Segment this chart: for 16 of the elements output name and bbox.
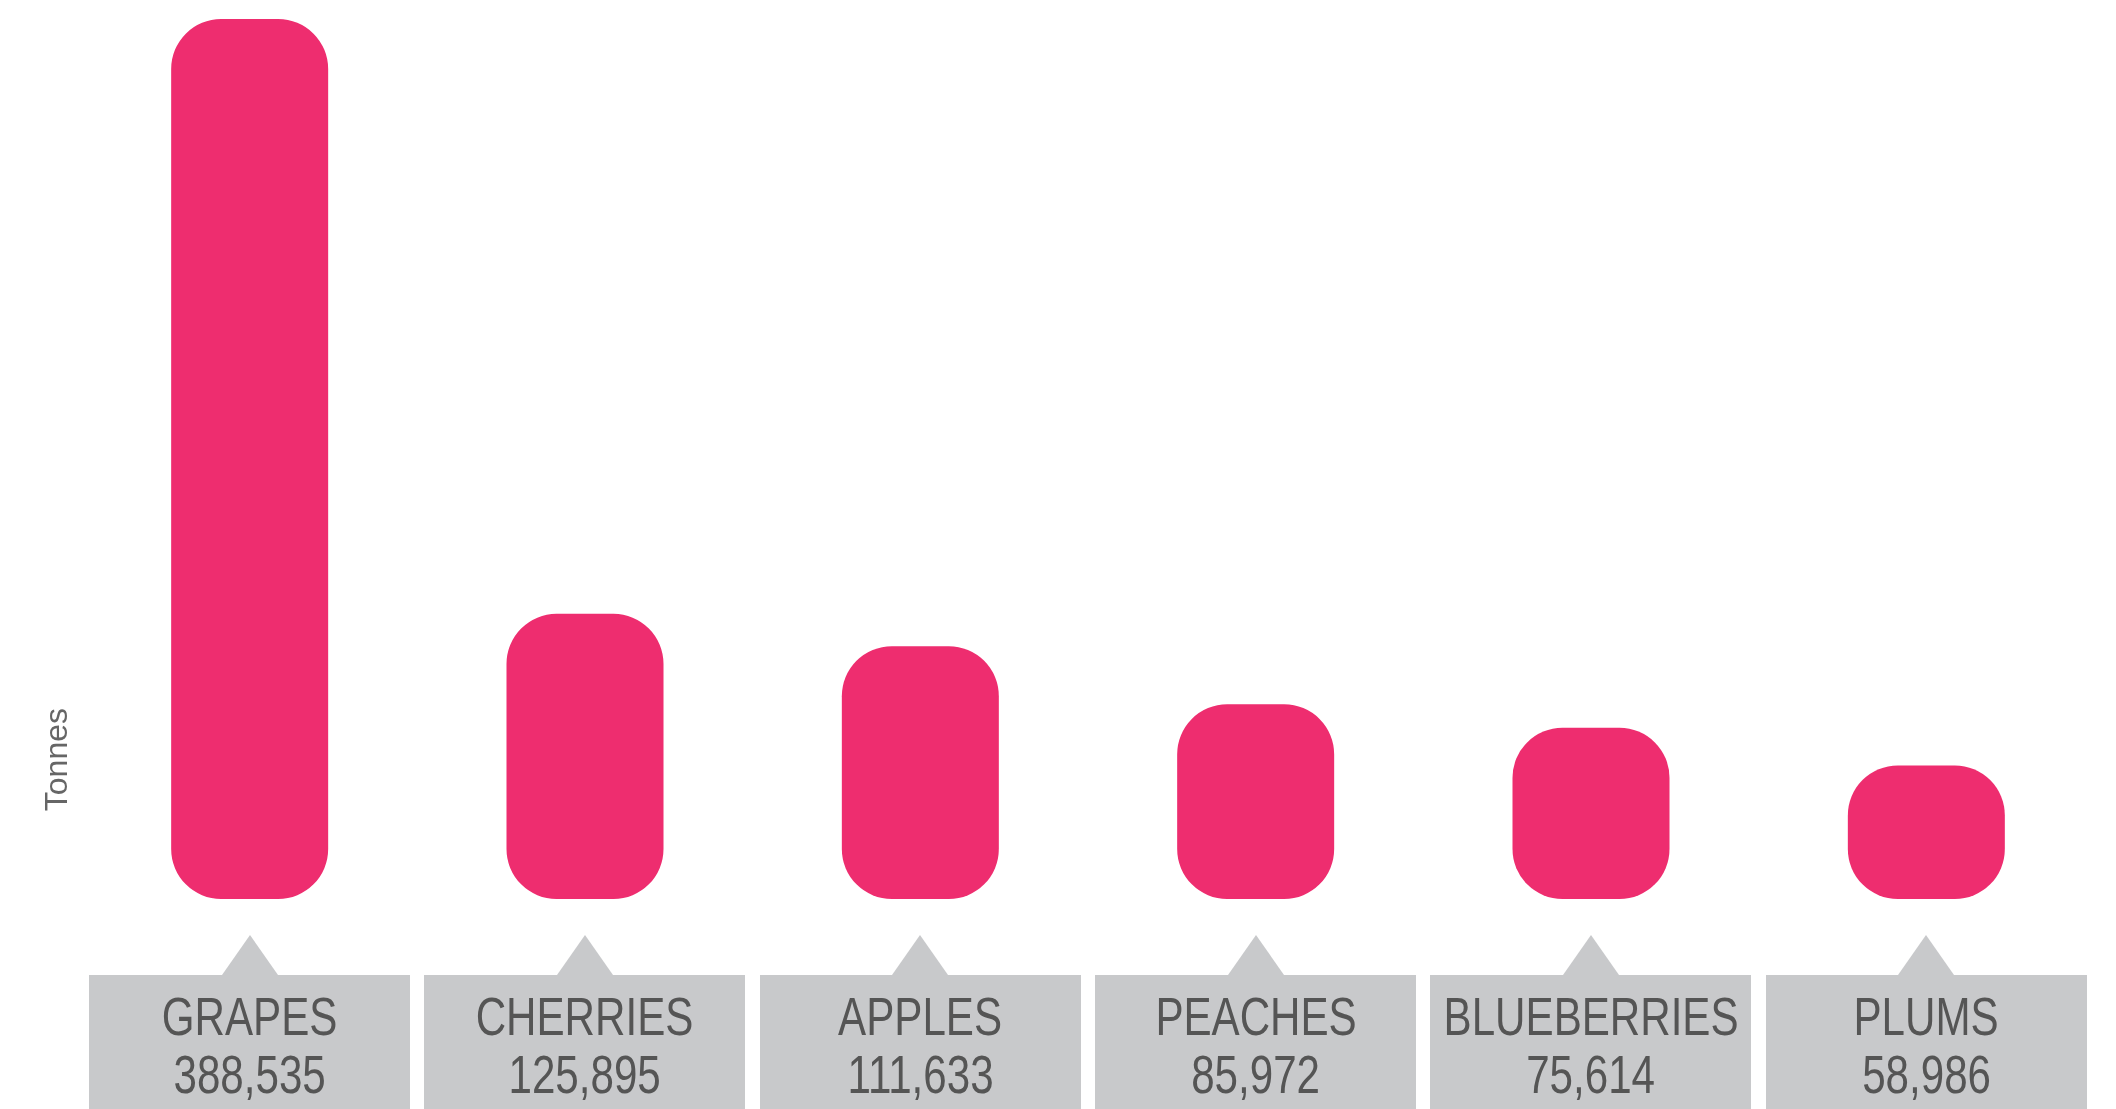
data-label: 111,633 xyxy=(847,1044,994,1104)
x-tick-label: APPLES xyxy=(838,986,1003,1046)
bar xyxy=(171,19,329,899)
x-tick-label: PEACHES xyxy=(1154,986,1357,1046)
data-label: 85,972 xyxy=(1191,1044,1321,1104)
data-label: 125,895 xyxy=(508,1044,662,1104)
y-axis-title: Tonnes xyxy=(38,708,74,812)
data-label: 58,986 xyxy=(1861,1044,1991,1104)
x-tick-label: GRAPES xyxy=(161,986,338,1046)
x-tick-label: BLUEBERRIES xyxy=(1443,986,1739,1046)
data-label: 388,535 xyxy=(173,1044,326,1104)
bar xyxy=(841,646,999,899)
bar xyxy=(506,613,664,899)
x-tick-label: PLUMS xyxy=(1853,986,1999,1046)
data-label: 75,614 xyxy=(1526,1044,1656,1104)
x-tick-label: CHERRIES xyxy=(476,986,694,1046)
